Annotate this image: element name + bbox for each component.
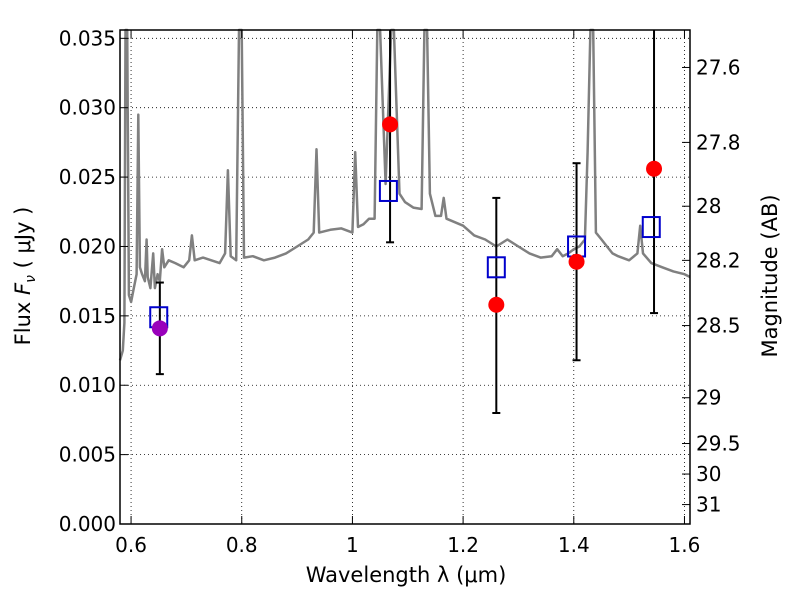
y-tick-label: 0.005 <box>59 443 116 467</box>
x-tick-label: 1.6 <box>669 533 701 557</box>
y-axis-label-symbol: F <box>11 282 35 295</box>
tick-marks <box>120 30 690 525</box>
observed-point <box>151 320 168 337</box>
y-tick-label: 0.010 <box>59 373 116 397</box>
y-axis-label-unit: ( μJy ) <box>11 207 35 275</box>
observed-points <box>151 116 663 337</box>
model-points <box>149 179 661 329</box>
y2-tick-label: 28 <box>696 194 721 218</box>
y2-tick-label: 31 <box>696 493 721 517</box>
x-tick-label: 0.6 <box>115 533 147 557</box>
y-axis-label-subscript: ν <box>23 275 39 283</box>
x-tick-label: 1.2 <box>447 533 479 557</box>
y-tick-label: 0.025 <box>59 165 116 189</box>
y-tick-label: 0.035 <box>59 26 116 50</box>
x-axis-label: Wavelength λ (μm) <box>306 563 507 587</box>
grid <box>120 30 690 525</box>
observed-point <box>488 296 505 313</box>
x-tick-label: 1 <box>346 533 359 557</box>
y2-tick-label: 29 <box>696 386 721 410</box>
spectrum-line <box>118 28 691 361</box>
y-tick-label: 0.000 <box>59 512 116 536</box>
x-tick-labels: 0.6 0.8 1 1.2 1.4 1.6 <box>115 533 700 557</box>
y2-tick-label: 28.5 <box>696 314 741 338</box>
y2-tick-label: 29.5 <box>696 432 741 456</box>
y2-tick-label: 30 <box>696 462 721 486</box>
y-tick-label: 0.020 <box>59 234 116 258</box>
y-tick-labels: 0.000 0.005 0.010 0.015 0.020 0.025 0.030 0.035 <box>59 26 116 536</box>
observed-point <box>382 116 399 133</box>
y-axis-label-main: Flux <box>11 295 35 345</box>
y-tick-label: 0.015 <box>59 304 116 328</box>
model-square <box>641 216 661 239</box>
y2-tick-label: 27.8 <box>696 130 741 154</box>
y-tick-label: 0.030 <box>59 96 116 120</box>
error-bars <box>155 30 659 414</box>
observed-point <box>646 160 663 177</box>
x-tick-label: 1.4 <box>558 533 590 557</box>
y2-tick-label: 28.2 <box>696 248 741 272</box>
model-square <box>486 256 506 279</box>
observed-point <box>568 253 585 270</box>
y-axis-label: Flux Fν ( μJy ) <box>11 207 39 346</box>
y2-tick-label: 27.6 <box>696 55 741 79</box>
x-tick-label: 0.8 <box>226 533 258 557</box>
model-square <box>378 179 398 202</box>
spectrum-series <box>118 28 691 361</box>
y2-axis-label: Magnitude (AB) <box>758 194 782 357</box>
plot-frame <box>119 29 691 525</box>
y2-tick-labels: 27.6 27.8 28 28.2 28.5 29 29.5 30 31 <box>696 55 741 516</box>
